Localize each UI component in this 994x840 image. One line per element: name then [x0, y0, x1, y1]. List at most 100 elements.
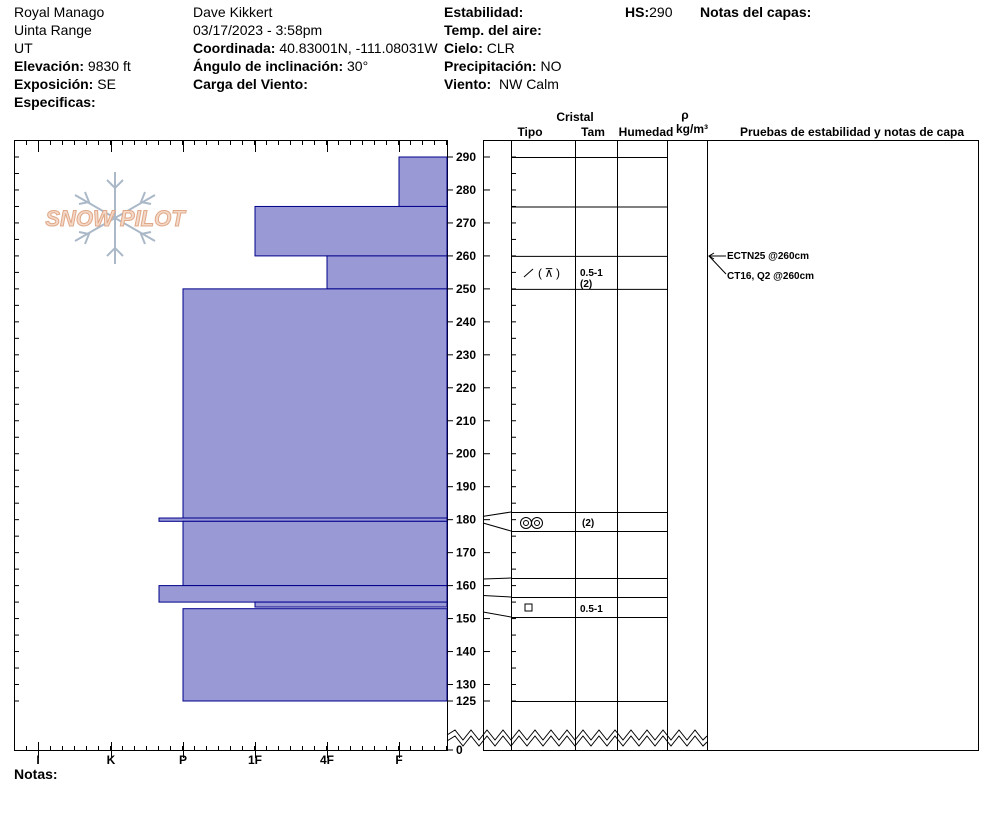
x-tick-label: I — [36, 753, 39, 767]
wind-row: Viento: NW Calm — [444, 75, 559, 93]
elevation-row: Elevación: 9830 ft — [14, 57, 131, 75]
crystal-slash-icon — [523, 268, 534, 278]
rounded-grains-icon — [520, 517, 543, 529]
layer-detail-255: ( ⊼ ) 0.5-1 (2) — [523, 266, 603, 290]
aspect-row: Exposición: SE — [14, 75, 116, 93]
slope-row: Ángulo de inclinación: 30° — [193, 57, 368, 75]
hardness-bar — [398, 156, 448, 207]
notes-label: Notas: — [14, 766, 58, 782]
y-tick-label: 290 — [456, 150, 476, 164]
hardness-bar — [254, 205, 448, 257]
elevation-label: Elevación: — [14, 58, 85, 74]
hs-value: 290 — [649, 4, 673, 20]
datetime: 03/17/2023 - 3:58pm — [193, 22, 323, 38]
hardness-bar — [182, 608, 448, 702]
layer-connector — [482, 611, 512, 618]
snowpilot-logo: SNOW PILOT — [45, 172, 187, 264]
sky-row: Cielo: CLR — [444, 39, 515, 57]
precip-value: NO — [540, 58, 562, 74]
air-temp-label: Temp. del aire: — [444, 22, 542, 38]
hs-label: HS: — [625, 4, 650, 20]
coord-value: 40.83001N, -111.08031W — [279, 40, 438, 56]
hardness-bar — [326, 255, 448, 290]
x-tick-label: P — [179, 753, 187, 767]
elevation-value: 9830 ft — [87, 58, 131, 74]
hardness-bar — [254, 601, 448, 608]
wind-value: NW Calm — [498, 76, 559, 92]
logo-text: SNOW PILOT — [45, 206, 186, 231]
stability-row: Estabilidad: — [444, 3, 523, 21]
wind-loading-row: Carga del Viento: — [193, 75, 308, 93]
x-tick-label: K — [107, 753, 116, 767]
specifics-row: Especificas: — [14, 93, 96, 111]
layer-size: 0.5-1 — [580, 268, 603, 279]
layer-connector — [482, 577, 512, 580]
layer-boundary-lines — [482, 157, 667, 702]
x-tick-label: F — [395, 753, 402, 767]
layer-connector — [482, 511, 512, 517]
location-name: Royal Manago — [14, 4, 105, 20]
stability-label: Estabilidad: — [444, 4, 524, 20]
hs-row: HS:290 — [625, 3, 672, 21]
y-tick-label: 180 — [456, 513, 476, 527]
y-tick-label: 125 — [456, 694, 476, 708]
y-tick-label: 150 — [456, 612, 476, 626]
snowflake-icon — [74, 172, 156, 264]
hardness-bar — [182, 520, 448, 587]
y-tick-label: 200 — [456, 447, 476, 461]
specifics-label: Especificas: — [14, 94, 96, 110]
y-tick-label: 230 — [456, 348, 476, 362]
y-tick-label: 210 — [456, 414, 476, 428]
y-tick-label: 240 — [456, 315, 476, 329]
y-tick-label: 270 — [456, 216, 476, 230]
air-temp-row: Temp. del aire: — [444, 21, 542, 39]
sky-value: CLR — [486, 40, 515, 56]
layer-notes-row: Notas del capas: — [700, 3, 811, 21]
notes-row: Notas: — [14, 765, 58, 783]
coord-label: Coordinada: — [193, 40, 276, 56]
x-tick-label: 4F — [320, 753, 334, 767]
x-tick-label: 1F — [248, 753, 262, 767]
stability-test-label: CT16, Q2 @260cm — [727, 271, 814, 282]
stability-tests: ECTN25 @260cm CT16, Q2 @260cm — [708, 251, 814, 282]
y-tick-label: 250 — [456, 282, 476, 296]
y-tick-label: 130 — [456, 678, 476, 692]
crystal-symbol: ( — [538, 266, 542, 280]
col-header-density: kg/m³ — [676, 122, 708, 136]
wind-label: Viento: — [444, 76, 492, 92]
arrow-icon — [708, 252, 715, 260]
y-tick-label: 280 — [456, 183, 476, 197]
layer-size: (2) — [582, 518, 594, 529]
wind-loading-label: Carga del Viento: — [193, 76, 308, 92]
col-header-moisture: Humedad — [619, 125, 674, 139]
depth-axis: 0 125 130 140 150 160 170 180 190 200 210 220 230 240… — [14, 150, 516, 757]
coord-row: Coordinada: 40.83001N, -111.08031W — [193, 39, 438, 57]
col-header-rho: ρ — [681, 108, 688, 122]
y-tick-label: 160 — [456, 579, 476, 593]
hardness-axis: I K P 1F 4F F — [14, 140, 447, 767]
y-tick-label: 190 — [456, 480, 476, 494]
y-tick-label: 260 — [456, 249, 476, 263]
aspect-label: Exposición: — [14, 76, 94, 92]
layer-notes-label: Notas del capas: — [700, 4, 812, 20]
layer-detail-180: (2) — [520, 517, 594, 529]
crystal-symbol-close: ) — [556, 266, 560, 280]
col-header-type: Tipo — [517, 125, 542, 139]
col-header-crystal: Cristal — [556, 110, 593, 124]
crystal-facet-icon: ⊼ — [545, 266, 554, 280]
hardness-bar — [182, 288, 448, 519]
layer-detail-154: 0.5-1 — [524, 603, 603, 615]
y-tick-label: 140 — [456, 645, 476, 659]
sky-label: Cielo: — [444, 40, 483, 56]
col-header-tests: Pruebas de estabilidad y notas de capa — [740, 125, 964, 139]
slope-label: Ángulo de inclinación: — [193, 58, 344, 74]
hardness-bars — [158, 156, 448, 702]
y-tick-label: 0 — [456, 743, 463, 757]
layer-connector — [482, 522, 512, 532]
aspect-value: SE — [97, 76, 116, 92]
slope-value: 30° — [347, 58, 369, 74]
layer-size: 0.5-1 — [580, 604, 603, 615]
y-tick-label: 220 — [456, 381, 476, 395]
col-header-size: Tam — [581, 125, 605, 139]
